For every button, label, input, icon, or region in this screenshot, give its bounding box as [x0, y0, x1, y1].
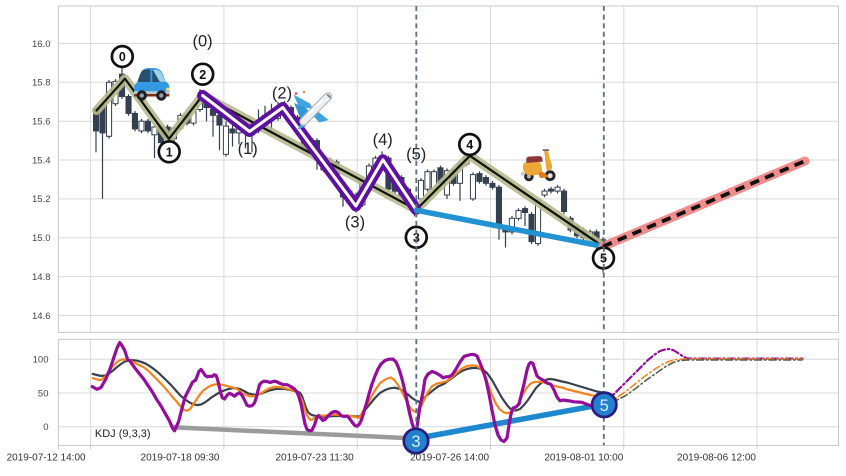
svg-text:15.4: 15.4: [32, 155, 51, 166]
svg-text:100: 100: [33, 355, 49, 366]
svg-text:2019-08-01 10:00: 2019-08-01 10:00: [544, 453, 623, 464]
svg-text:(0): (0): [193, 33, 213, 51]
svg-text:15.8: 15.8: [32, 78, 51, 89]
svg-text:(4): (4): [373, 131, 393, 149]
svg-text:14.8: 14.8: [32, 272, 51, 283]
svg-text:5: 5: [600, 397, 609, 415]
svg-text:(3): (3): [345, 214, 365, 232]
svg-text:15.0: 15.0: [32, 233, 51, 244]
svg-text:1: 1: [166, 145, 173, 159]
svg-text:2019-08-06 12:00: 2019-08-06 12:00: [677, 453, 756, 464]
svg-text:2019-07-23 11:30: 2019-07-23 11:30: [275, 453, 354, 464]
svg-text:2019-07-26 14:00: 2019-07-26 14:00: [410, 453, 489, 464]
svg-text:0: 0: [43, 422, 48, 433]
svg-text:4: 4: [466, 138, 473, 152]
svg-text:16.0: 16.0: [32, 39, 51, 50]
svg-text:(2): (2): [272, 85, 292, 103]
svg-text:KDJ (9,3,3): KDJ (9,3,3): [95, 428, 151, 440]
svg-text:15.6: 15.6: [32, 117, 51, 128]
svg-text:3: 3: [413, 231, 420, 245]
svg-text:15.2: 15.2: [32, 194, 51, 205]
svg-text:2: 2: [199, 68, 206, 82]
svg-text:3: 3: [411, 433, 420, 451]
svg-text:0: 0: [119, 50, 126, 64]
svg-text:50: 50: [38, 388, 49, 399]
svg-text:(1): (1): [238, 140, 258, 158]
svg-text:14.6: 14.6: [32, 311, 51, 322]
svg-text:2019-07-18 09:30: 2019-07-18 09:30: [141, 453, 220, 464]
svg-text:2019-07-12 14:00: 2019-07-12 14:00: [7, 453, 86, 464]
